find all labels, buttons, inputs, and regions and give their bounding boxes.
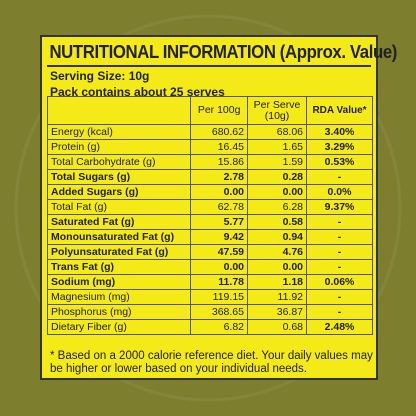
rda-value: 9.37%	[306, 199, 373, 215]
per-100g-value: 368.65	[190, 304, 248, 320]
header-per-100g: Per 100g	[190, 96, 248, 125]
per-serve-value: 4.76	[246, 244, 308, 260]
panel-title: NUTRITIONAL INFORMATION (Approx. Value)	[49, 42, 398, 62]
per-100g-value: 119.15	[190, 289, 248, 305]
per-serve-value: 6.28	[246, 199, 308, 215]
table-row: Monounsaturated Fat (g) 9.42 0.94-	[46, 229, 373, 245]
per-serve-value: 0.94	[246, 229, 308, 245]
table-row: Added Sugars (g) 0.00 0.00 0.0%	[46, 184, 373, 200]
per-100g-value: 5.77	[190, 214, 248, 230]
per-100g-value: 47.59	[190, 244, 248, 260]
nutrient-name: Saturated Fat (g)	[46, 214, 192, 230]
rda-value: -	[306, 169, 373, 185]
table-row: Sodium (mg) 11.78 1.18 0.06%	[46, 274, 373, 290]
per-serve-value: 36.87	[246, 304, 308, 320]
rda-value: -	[306, 244, 373, 260]
per-100g-value: 62.78	[190, 199, 248, 215]
rda-value: 0.06%	[306, 274, 373, 290]
per-serve-value: 0.68	[246, 319, 308, 335]
nutrient-name: Added Sugars (g)	[46, 184, 192, 200]
rda-value: 2.48%	[306, 319, 373, 335]
per-100g-value: 9.42	[190, 229, 248, 245]
per-serve-value: 0.28	[246, 169, 308, 185]
per-serve-value: 11.92	[246, 289, 308, 305]
per-100g-value: 11.78	[190, 274, 248, 290]
table-row: Trans Fat (g) 0.00 0.00-	[46, 259, 373, 275]
per-serve-value: 1.59	[246, 154, 308, 170]
nutrient-name: Trans Fat (g)	[46, 259, 192, 275]
per-serve-value: 1.65	[246, 139, 308, 155]
rda-value: 0.53%	[306, 154, 373, 170]
nutrient-name: Total Fat (g)	[46, 199, 192, 215]
per-100g-value: 16.45	[190, 139, 248, 155]
table-row: Phosphorus (mg) 368.65 36.87-	[46, 304, 373, 320]
nutrition-panel: NUTRITIONAL INFORMATION (Approx. Value) …	[40, 35, 398, 380]
nutrient-name: Total Sugars (g)	[46, 169, 192, 185]
nutrient-name: Phosphorus (mg)	[46, 304, 192, 320]
header-rda: RDA Value*	[306, 96, 373, 125]
nutrient-name: Dietary Fiber (g)	[46, 319, 192, 335]
per-100g-value: 15.86	[190, 154, 248, 170]
rda-value: -	[306, 259, 373, 275]
nutrient-name: Sodium (mg)	[46, 274, 192, 290]
nutrient-name: Polyunsaturated Fat (g)	[46, 244, 192, 260]
rda-value: -	[306, 229, 373, 245]
table-row: Protein (g) 16.45 1.65 3.29%	[46, 139, 373, 155]
per-serve-value: 0.00	[246, 184, 308, 200]
per-100g-value: 680.62	[190, 124, 248, 140]
table-row: Total Sugars (g) 2.78 0.28-	[46, 169, 373, 185]
table-header-row: Per 100g Per Serve (10g) RDA Value*	[46, 96, 373, 125]
nutrition-table: Per 100g Per Serve (10g) RDA Value* Ener…	[46, 96, 373, 335]
per-serve-value: 0.58	[246, 214, 308, 230]
nutrient-name: Magnesium (mg)	[46, 289, 192, 305]
nutrient-name: Monounsaturated Fat (g)	[46, 229, 192, 245]
nutrient-name: Energy (kcal)	[46, 124, 192, 140]
table-row: Dietary Fiber (g) 6.82 0.68 2.48%	[46, 319, 373, 335]
table-row: Total Carbohydrate (g) 15.86 1.59 0.53%	[46, 154, 373, 170]
table-row: Energy (kcal) 680.62 68.06 3.40%	[46, 124, 373, 140]
header-nutrient	[46, 96, 192, 125]
nutrient-name: Total Carbohydrate (g)	[46, 154, 192, 170]
rda-value: 3.40%	[306, 124, 373, 140]
pack-info: Pack contains about 25 serves	[50, 85, 225, 99]
per-100g-value: 0.00	[190, 184, 248, 200]
rda-value: 0.0%	[306, 184, 373, 200]
rda-value: -	[306, 214, 373, 230]
rda-value: -	[306, 304, 373, 320]
nutrient-name: Protein (g)	[46, 139, 192, 155]
table-row: Saturated Fat (g) 5.77 0.58-	[46, 214, 373, 230]
per-100g-value: 0.00	[190, 259, 248, 275]
rda-value: -	[306, 289, 373, 305]
serving-size: Serving Size: 10g	[50, 69, 150, 83]
rda-value: 3.29%	[306, 139, 373, 155]
per-serve-value: 68.06	[246, 124, 308, 140]
header-per-serve: Per Serve (10g)	[246, 96, 308, 125]
table-row: Polyunsaturated Fat (g) 47.59 4.76-	[46, 244, 373, 260]
footnote: * Based on a 2000 calorie reference diet…	[50, 350, 373, 375]
table-row: Magnesium (mg) 119.15 11.92-	[46, 289, 373, 305]
per-serve-value: 0.00	[246, 259, 308, 275]
per-serve-value: 1.18	[246, 274, 308, 290]
table-row: Total Fat (g) 62.78 6.28 9.37%	[46, 199, 373, 215]
per-100g-value: 6.82	[190, 319, 248, 335]
title-divider	[47, 65, 371, 67]
per-100g-value: 2.78	[190, 169, 248, 185]
